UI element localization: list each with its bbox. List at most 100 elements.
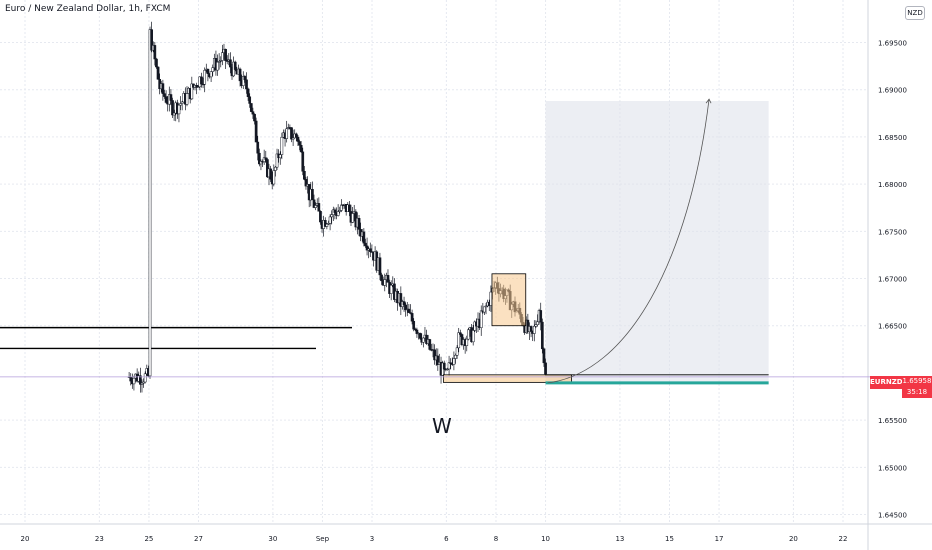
candle — [413, 327, 417, 332]
candle — [238, 67, 242, 87]
candle — [266, 157, 269, 179]
x-tick-label: 13 — [615, 535, 624, 543]
candle — [336, 204, 340, 217]
candle — [399, 286, 403, 316]
candle — [383, 273, 387, 292]
candle — [233, 60, 237, 72]
candle — [143, 371, 147, 384]
candle — [534, 320, 538, 329]
support-zone — [442, 374, 572, 383]
candle — [380, 272, 383, 285]
candle — [224, 48, 227, 69]
candle — [526, 313, 530, 335]
candle — [362, 228, 366, 247]
candle — [206, 68, 210, 82]
candle — [148, 26, 152, 379]
candle — [312, 194, 316, 209]
x-tick-label: 10 — [541, 535, 550, 543]
candle — [484, 303, 488, 315]
candle — [454, 353, 457, 364]
candle — [259, 159, 263, 171]
candle — [132, 375, 136, 391]
w-annotation: W — [432, 414, 452, 438]
candle — [301, 147, 305, 176]
candle — [269, 165, 272, 182]
orange-consolidation-box — [491, 273, 527, 327]
candle — [467, 327, 470, 341]
candle — [357, 215, 361, 237]
x-tick-label: 22 — [839, 535, 848, 543]
candle — [378, 252, 382, 281]
projection-curve — [547, 99, 710, 384]
x-tick-label: 15 — [665, 535, 674, 543]
candle — [457, 327, 461, 353]
y-tick-label: 1.68500 — [878, 134, 907, 142]
y-tick-label: 1.64500 — [878, 512, 907, 520]
candle — [254, 117, 258, 143]
candle — [296, 135, 300, 146]
candle — [442, 360, 446, 375]
candle — [142, 378, 145, 388]
candle — [415, 327, 419, 338]
candle — [262, 149, 266, 165]
x-tick-label: 27 — [194, 535, 203, 543]
candle — [330, 210, 334, 225]
candle — [246, 87, 250, 101]
candle — [219, 56, 223, 68]
candle — [333, 207, 337, 220]
candle — [389, 280, 393, 301]
y-tick-label: 1.67000 — [878, 276, 907, 284]
candle — [156, 66, 160, 80]
candle — [539, 302, 543, 331]
x-tick-label: 8 — [494, 535, 498, 543]
candle — [140, 379, 144, 393]
x-tick-label: 6 — [444, 535, 449, 543]
candle — [328, 214, 332, 231]
candle — [447, 355, 451, 376]
candle — [161, 79, 165, 101]
candle — [200, 72, 203, 88]
candle — [364, 238, 367, 248]
candle — [327, 220, 330, 226]
candle — [209, 71, 213, 82]
candle — [348, 201, 351, 217]
y-tick-label: 1.69000 — [878, 87, 907, 95]
candle — [294, 132, 298, 142]
candle — [404, 302, 408, 317]
candle — [251, 107, 255, 119]
x-tick-label: 25 — [144, 535, 153, 543]
candle — [532, 320, 536, 342]
candle — [180, 100, 184, 111]
candle — [264, 150, 268, 164]
candle — [211, 64, 215, 77]
candle — [304, 176, 308, 190]
candle — [465, 335, 469, 352]
candle — [421, 337, 425, 348]
projection-arrowhead — [705, 98, 712, 104]
candle — [299, 141, 303, 153]
candle — [190, 76, 194, 101]
candle — [317, 197, 321, 212]
candle — [331, 206, 335, 222]
candle — [256, 135, 260, 161]
target-line — [545, 381, 769, 385]
candle — [449, 358, 453, 370]
y-tick-label: 1.65500 — [878, 417, 907, 425]
candle — [386, 269, 390, 283]
candle — [196, 85, 200, 88]
symbol-price-label: EURNZD — [870, 376, 903, 389]
candle — [169, 89, 173, 106]
candle — [243, 74, 247, 83]
currency-badge[interactable]: NZD — [905, 6, 925, 20]
x-tick-label: 17 — [715, 535, 724, 543]
candle — [433, 344, 436, 365]
y-tick-label: 1.68000 — [878, 181, 907, 189]
candle — [536, 314, 539, 327]
candle — [323, 217, 327, 228]
candle — [155, 57, 158, 69]
candle — [248, 93, 252, 108]
candle — [150, 21, 153, 53]
candle — [402, 296, 406, 312]
